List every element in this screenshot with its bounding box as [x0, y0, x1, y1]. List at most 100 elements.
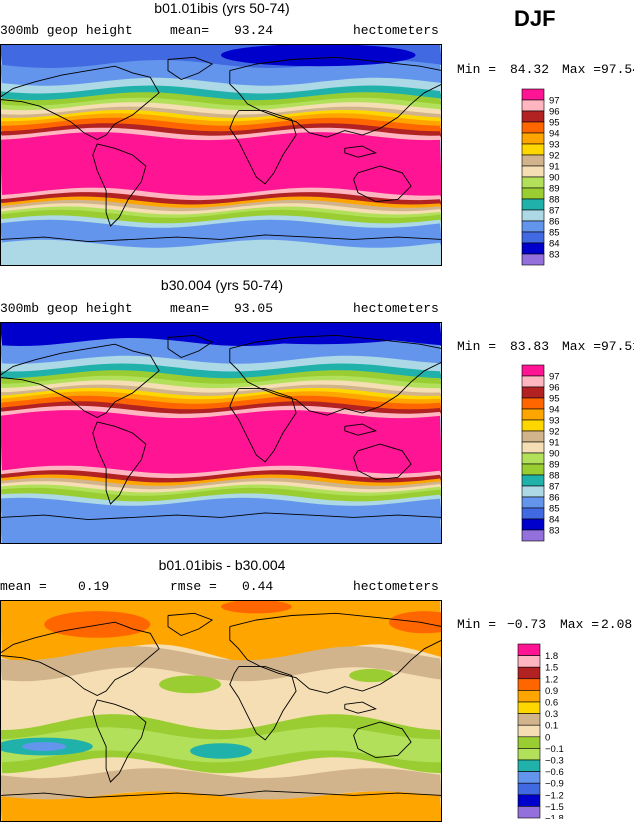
coastline-5	[353, 165, 412, 203]
legend-tick-label: −1.2	[545, 790, 564, 801]
contour-band-4	[0, 92, 442, 107]
legend-swatch	[521, 143, 545, 156]
legend-swatch	[521, 474, 545, 487]
panel-3-mean-value: 0.19	[78, 579, 110, 594]
panel-2-min-value: 83.83	[510, 339, 550, 354]
panel-1-variable-label: 300mb geop height	[0, 23, 133, 38]
legend-tick-label: 91	[549, 438, 560, 449]
legend-swatch	[521, 187, 545, 200]
map-frame	[0, 322, 442, 544]
legend-tick-label: 84	[549, 515, 560, 526]
legend-swatch	[521, 132, 545, 145]
legend-tick-label: 97	[549, 96, 560, 107]
coastline-7	[0, 790, 442, 799]
coastline-6	[344, 701, 377, 714]
contour-band-6	[0, 102, 442, 116]
panel-2-units: hectometers	[353, 301, 439, 316]
coastline-7	[0, 234, 442, 243]
coastline-2	[92, 143, 147, 227]
contour-band-3	[0, 85, 442, 102]
contour-band-20	[0, 209, 442, 225]
panel-3-units: hectometers	[353, 579, 439, 594]
negative-core-mid	[190, 743, 252, 759]
legend-tick-label: 85	[549, 504, 560, 515]
legend-tick-label: 94	[549, 405, 560, 416]
contour-band-7	[0, 106, 442, 119]
contour-band-13	[0, 410, 442, 475]
contour-band-8	[0, 388, 442, 401]
contour-band-tan-north	[0, 646, 442, 682]
panel-3-max-value: 2.08	[601, 617, 633, 632]
coastline-4	[229, 388, 297, 463]
map-frame	[0, 44, 442, 266]
legend-tick-label: 85	[549, 228, 560, 239]
contour-band-polar-south	[0, 791, 442, 822]
legend-swatch	[517, 771, 541, 784]
coastline-2	[92, 421, 147, 505]
legend-swatch	[517, 690, 541, 703]
legend-tick-label: 97	[549, 372, 560, 383]
panel-3-title: b01.01ibis - b30.004	[158, 557, 286, 573]
contour-band-14	[0, 465, 442, 480]
positive-anomaly-pacific	[44, 611, 151, 638]
legend-tick-label: −1.5	[545, 802, 564, 813]
legend-swatch	[521, 397, 545, 410]
legend-swatch	[521, 441, 545, 454]
contour-band-14	[0, 187, 442, 202]
legend-swatch	[521, 419, 545, 432]
legend-swatch	[517, 643, 541, 656]
panel-1-map	[0, 44, 442, 266]
panel-3-max-label: Max =	[560, 617, 600, 632]
contour-band-10	[0, 395, 442, 411]
legend-swatch	[521, 375, 545, 388]
legend-tick-label: 87	[549, 206, 560, 217]
contour-band-13	[0, 132, 442, 197]
legend-tick-label: 0.6	[545, 698, 558, 709]
legend-swatch	[517, 724, 541, 738]
contour-band-11	[0, 401, 442, 415]
legend-tick-label: 88	[549, 195, 560, 206]
legend-swatch	[521, 220, 545, 233]
legend-tick-label: 96	[549, 107, 560, 118]
legend-swatch	[521, 176, 545, 189]
legend-swatch	[517, 748, 541, 761]
legend-tick-label: 91	[549, 162, 560, 173]
legend-tick-label: 94	[549, 129, 560, 140]
legend-tick-label: 87	[549, 482, 560, 493]
legend-swatch	[521, 198, 545, 211]
legend-swatch	[521, 507, 545, 520]
legend-swatch	[517, 794, 541, 807]
contour-band-5	[0, 97, 442, 112]
legend-swatch	[521, 231, 545, 244]
positive-anomaly-east	[388, 611, 442, 634]
legend-swatch	[517, 736, 541, 749]
season-label: DJF	[514, 6, 556, 31]
contour-band-22	[0, 219, 442, 249]
legend-tick-label: −0.9	[545, 779, 564, 790]
legend-swatch	[517, 655, 541, 668]
contour-band-15	[0, 192, 442, 206]
legend-swatch	[521, 463, 545, 476]
legend-tick-label: 92	[549, 427, 560, 438]
legend-tick-label: 86	[549, 217, 560, 228]
coastline-3	[229, 612, 442, 694]
legend-tick-label: 90	[549, 449, 560, 460]
legend-swatch	[521, 364, 545, 377]
coastline-0	[0, 65, 160, 141]
coastline-3	[229, 334, 442, 416]
legend-tick-label: −0.6	[545, 767, 564, 778]
legend-tick-label: 96	[549, 383, 560, 394]
coastline-5	[353, 443, 412, 481]
legend-tick-label: 1.5	[545, 663, 558, 674]
legend-swatch	[521, 430, 545, 443]
contour-band-2	[0, 77, 442, 95]
legend-tick-label: 0.3	[545, 709, 558, 720]
panel-1-title: b01.01ibis (yrs 50-74)	[154, 0, 290, 16]
coastline-6	[344, 145, 377, 158]
map-frame	[0, 600, 442, 822]
coastline-0	[0, 343, 160, 419]
panel-1-max-label: Max =	[562, 62, 602, 77]
legend-tick-label: −0.3	[545, 756, 564, 767]
coastline-0	[0, 621, 160, 697]
legend-swatch	[517, 666, 541, 680]
